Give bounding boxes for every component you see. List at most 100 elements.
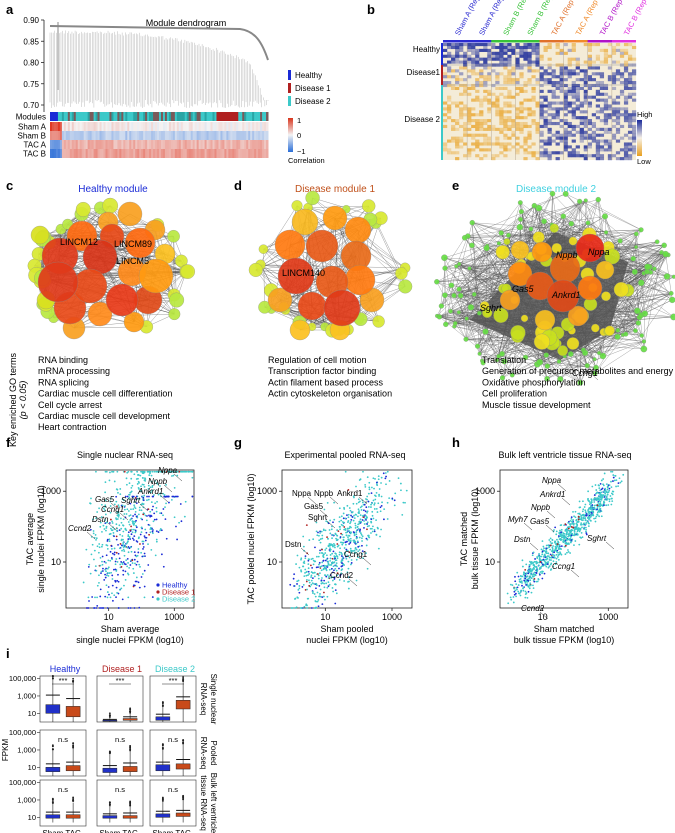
data-point xyxy=(347,516,350,519)
heatmap-cell xyxy=(627,116,633,120)
data-point xyxy=(128,482,131,485)
correlation-cell xyxy=(226,140,229,149)
correlation-cell xyxy=(196,122,200,131)
heatmap-cell xyxy=(495,101,500,105)
module-cell xyxy=(214,112,217,121)
correlation-cell xyxy=(77,149,81,158)
heatmap-cell xyxy=(571,69,576,73)
data-point xyxy=(321,534,324,537)
heatmap-cell xyxy=(483,119,488,123)
data-point xyxy=(370,492,373,495)
heatmap-cell xyxy=(539,107,544,111)
data-point xyxy=(347,576,350,579)
data-point xyxy=(100,545,103,548)
label-leader-line xyxy=(173,473,183,482)
network-edge xyxy=(619,240,634,259)
heatmap-cell xyxy=(443,83,448,88)
network-node xyxy=(551,243,562,254)
correlation-cell xyxy=(133,149,136,158)
network-node xyxy=(536,358,544,366)
data-point xyxy=(366,510,369,513)
heatmap-cell xyxy=(583,83,588,88)
data-point xyxy=(151,596,154,598)
data-point xyxy=(136,497,139,500)
heatmap-cell xyxy=(595,151,601,155)
network-node xyxy=(633,328,638,334)
data-point xyxy=(136,483,139,485)
module-cell xyxy=(145,112,148,121)
data-point xyxy=(168,501,170,504)
heatmap-cell xyxy=(583,60,588,64)
heatmap-cell xyxy=(511,78,516,82)
correlation-cell xyxy=(109,149,112,158)
data-point xyxy=(315,600,318,603)
network-edge xyxy=(520,199,599,220)
scale-low: Low xyxy=(637,157,651,166)
correlation-cell xyxy=(61,149,65,158)
heatmap-cell xyxy=(547,113,552,117)
data-point xyxy=(349,522,351,525)
data-point xyxy=(122,541,125,544)
heatmap-cell xyxy=(495,45,500,50)
network-node xyxy=(274,229,306,261)
data-point xyxy=(348,527,351,530)
module-cell xyxy=(93,112,97,121)
row-bar-healthy xyxy=(441,43,443,65)
module-cell xyxy=(131,112,134,121)
network-node xyxy=(557,345,569,357)
data-point xyxy=(315,530,318,533)
heatmap-cell xyxy=(507,124,512,129)
data-point xyxy=(350,526,352,529)
correlation-cell xyxy=(250,122,253,131)
heatmap-cell xyxy=(623,98,629,102)
heatmap-cell xyxy=(443,101,448,105)
data-point xyxy=(85,607,88,609)
correlation-cell xyxy=(160,140,164,149)
correlation-cell xyxy=(105,140,108,149)
module-cell xyxy=(141,112,144,121)
y-axis-label-line: single nuclei FPKM (log10) xyxy=(36,485,46,593)
heatmap-cell xyxy=(515,45,520,50)
correlation-cell xyxy=(250,131,253,140)
data-point xyxy=(122,548,125,551)
heatmap-cell xyxy=(527,98,532,102)
data-point xyxy=(109,511,112,514)
network-node xyxy=(531,241,553,263)
data-point xyxy=(142,546,145,548)
network-edge xyxy=(641,293,672,336)
data-point xyxy=(297,579,300,582)
heatmap-cell xyxy=(467,60,472,64)
data-point xyxy=(323,591,325,594)
network-edge xyxy=(534,193,566,206)
heatmap-cell xyxy=(571,133,576,137)
heatmap-cell xyxy=(459,60,464,64)
correlation-colorbar xyxy=(288,118,293,152)
correlation-cell xyxy=(204,122,208,131)
legend-marker xyxy=(156,583,160,587)
correlation-cell xyxy=(131,140,134,149)
heatmap-cell xyxy=(611,51,617,55)
data-point xyxy=(145,519,148,522)
heatmap-cell xyxy=(543,154,548,158)
network-node xyxy=(557,376,564,383)
data-point xyxy=(135,498,138,501)
heatmap-cell xyxy=(623,154,629,158)
heatmap-cell xyxy=(575,145,580,149)
heatmap-cell xyxy=(475,133,480,137)
heatmap-cell xyxy=(587,95,592,99)
correlation-cell xyxy=(170,122,174,131)
module-cell xyxy=(202,112,206,121)
data-point xyxy=(87,607,90,609)
module-cell xyxy=(147,112,150,121)
data-point xyxy=(375,507,378,510)
network-node xyxy=(469,220,475,226)
network-node xyxy=(344,264,376,296)
data-point xyxy=(363,527,365,529)
column-color-segment xyxy=(515,40,540,43)
legend-marker xyxy=(156,590,160,594)
heatmap-cell xyxy=(599,139,605,143)
data-point xyxy=(133,535,136,538)
gene-label: Dstn xyxy=(92,515,109,524)
y-tick-label: 1000 xyxy=(41,486,61,496)
